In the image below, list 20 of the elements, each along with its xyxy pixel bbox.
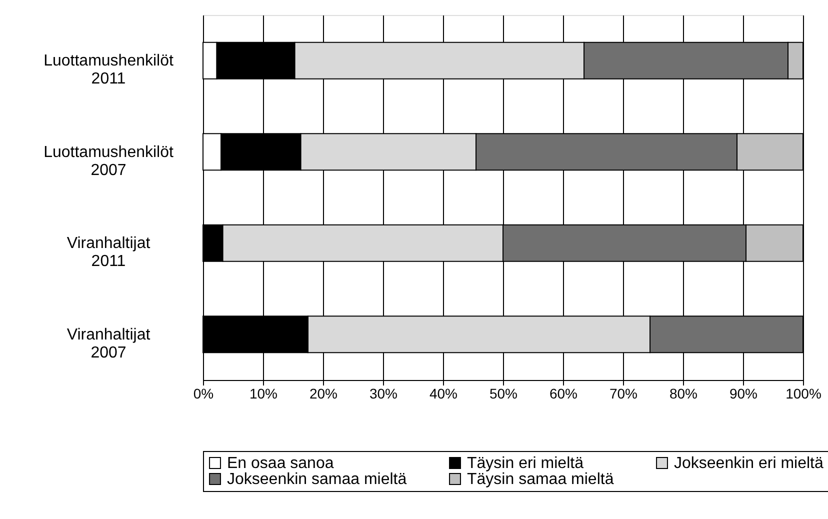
legend-label: Jokseenkin eri mieltä xyxy=(674,455,824,472)
x-tick-label: 0% xyxy=(193,386,214,402)
x-tick-label: 30% xyxy=(369,386,398,402)
x-tick-label: 60% xyxy=(549,386,578,402)
y-tick-label: Luottamushenkilöt 2007 xyxy=(44,144,174,179)
legend-label: Täysin samaa mieltä xyxy=(467,471,614,488)
y-tick-label: Luottamushenkilöt 2011 xyxy=(44,52,174,88)
x-tick-label: 70% xyxy=(609,386,638,402)
x-tick-label: 20% xyxy=(309,386,338,402)
x-tick-label: 40% xyxy=(429,386,458,402)
y-tick-label: Viranhaltijat 2007 xyxy=(66,326,151,362)
legend-label: Jokseenkin samaa mieltä xyxy=(227,471,407,488)
x-tick-label: 50% xyxy=(489,386,518,402)
x-tick-label: 90% xyxy=(729,386,758,402)
legend-label: En osaa sanoa xyxy=(227,455,334,472)
x-tick-label: 100% xyxy=(786,386,822,402)
x-tick-label: 10% xyxy=(249,386,278,402)
x-tick-label: 80% xyxy=(669,386,698,402)
y-tick-label: Viranhaltijat 2011 xyxy=(66,235,151,270)
legend-label: Täysin eri mieltä xyxy=(467,455,584,472)
